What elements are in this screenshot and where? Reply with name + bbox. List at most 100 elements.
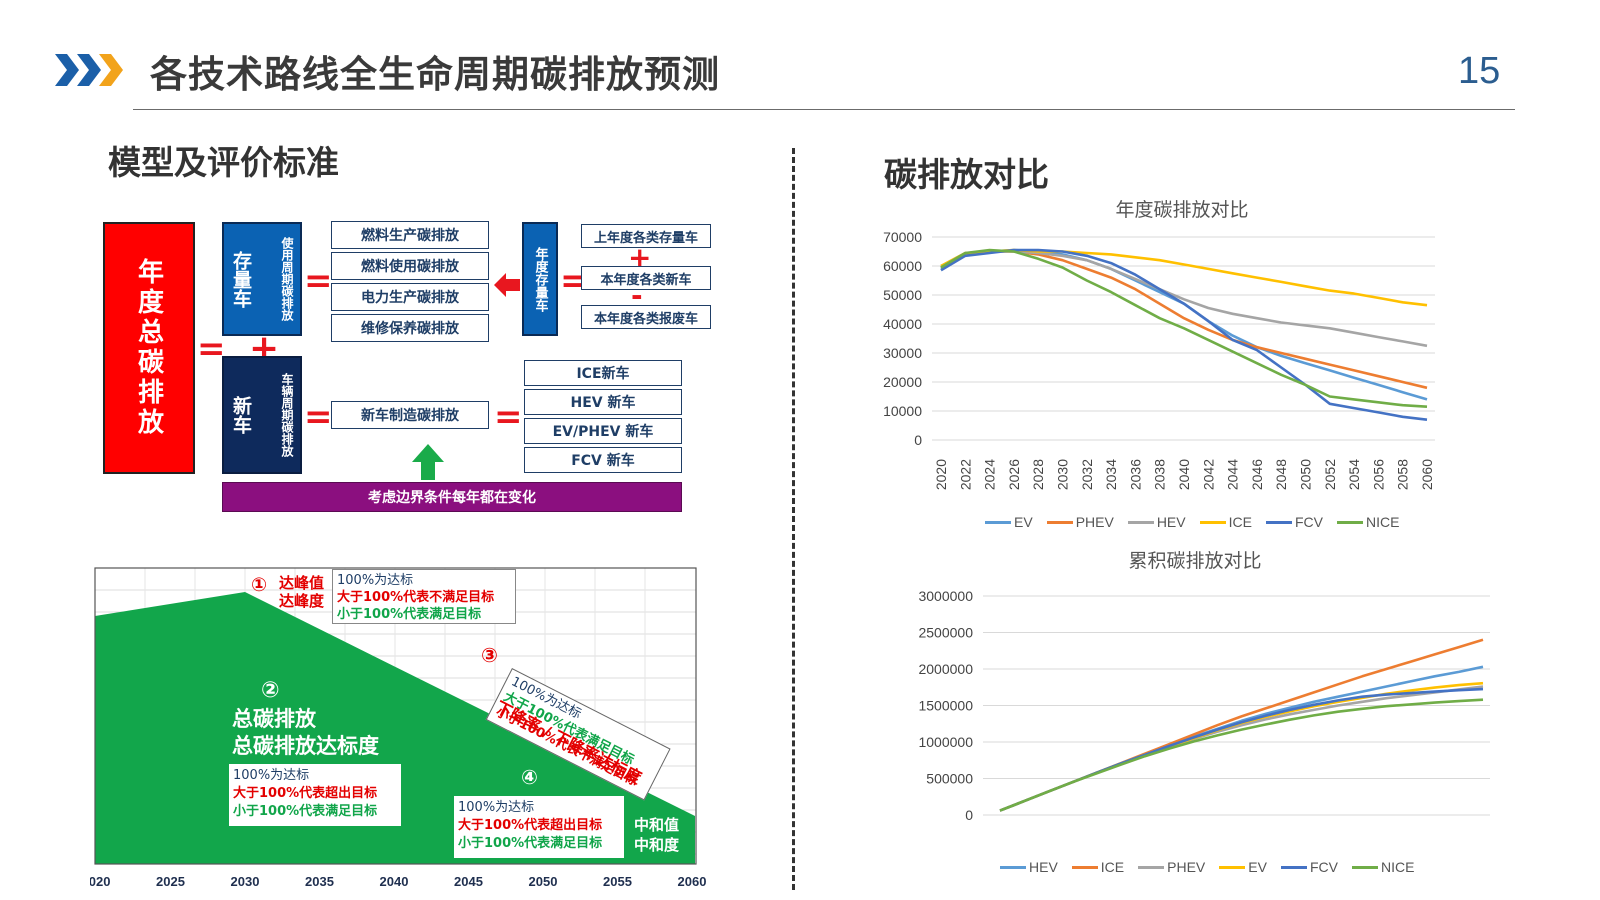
total-emission-title: 总碳排放 (232, 707, 316, 731)
equals-icon-2: = (304, 261, 333, 301)
stock-item-fuel-use: 燃料使用碳排放 (331, 252, 489, 280)
x-tick-label: 2048 (1273, 459, 1289, 490)
total-emission-degree: 总碳排放达标度 (232, 734, 379, 758)
legend-item-ev: EV (1219, 859, 1267, 875)
y-tick-label: 10000 (883, 403, 922, 419)
y-tick-label: 20000 (883, 374, 922, 390)
flow-diagram: 年度总碳排放 = 存量车 使用周期碳排放 + 新车 车辆周期碳排放 = 燃料生产… (0, 0, 800, 520)
y-tick-label: 40000 (883, 316, 922, 332)
section-title-comparison: 碳排放对比 (884, 155, 1049, 194)
legend-item-ev: EV (985, 514, 1033, 530)
stock-calc-prev-year: 上年度各类存量车 (581, 224, 711, 248)
y-tick-label: 50000 (883, 287, 922, 303)
new-type-fcv: FCV 新车 (524, 447, 682, 473)
x-tick-label: 2054 (1346, 459, 1362, 490)
legend-label: EV (1248, 859, 1267, 875)
y-tick-label: 1500000 (918, 698, 973, 714)
legend-item-phev: PHEV (1046, 514, 1114, 530)
chevron-icon-3 (99, 54, 123, 86)
marker-2: ② (261, 678, 280, 703)
x-tick-label: 2034 (1103, 459, 1119, 490)
series-line-nice (999, 698, 1484, 812)
neutral-note-3: 小于100%代表满足目标 (458, 836, 603, 851)
legend-swatch (1138, 865, 1165, 869)
peak-note-box: 100%为达标 大于100%代表不满足目标 小于100%代表满足目标 (332, 569, 516, 624)
chart2-y-ticks: 0 500000 1000000 1500000 2000000 2500000 30000… (918, 588, 973, 823)
x-tick-label: 2026 (1006, 459, 1022, 490)
y-tick-label: 0 (914, 432, 922, 448)
x-tick-label: 2050 (1298, 459, 1314, 490)
legend-swatch (1280, 865, 1307, 869)
annual-total-box: 年度总碳排放 (103, 222, 195, 474)
target-year-label: 2055 (603, 874, 632, 889)
chevron-icon-1 (55, 54, 79, 86)
stock-item-maintenance: 维修保养碳排放 (331, 314, 489, 342)
target-year-label: 2060 (678, 874, 707, 889)
stock-vehicle-label: 存量车 (230, 250, 252, 308)
chart1-x-ticks: 2020 2022 2024 2026 2028 2030 2032 2034 2036 2038… (933, 459, 1435, 490)
legend-item-ice: ICE (1199, 514, 1252, 530)
neutral-degree-label: 中和度 (634, 836, 680, 854)
x-tick-label: 2032 (1079, 459, 1095, 490)
series-line-ice (940, 248, 1428, 307)
chart2-legend: HEV ICE PHEV EV FCV NICE (1000, 859, 1414, 875)
chart1-legend: EV PHEV HEV ICE FCV NICE (985, 514, 1399, 530)
peak-note-1: 100%为达标 (337, 573, 414, 588)
y-tick-label: 1000000 (918, 734, 973, 750)
y-tick-label: 60000 (883, 258, 922, 274)
legend-item-fcv: FCV (1265, 514, 1323, 530)
legend-label: HEV (1029, 859, 1058, 875)
total-note-1: 100%为达标 (233, 768, 310, 783)
equals-icon-5: = (494, 397, 523, 437)
total-note-2: 大于100%代表超出目标 (233, 786, 378, 801)
minus-icon: - (631, 279, 643, 312)
legend-swatch (1127, 520, 1154, 524)
chart2-title: 累积碳排放对比 (1128, 550, 1261, 572)
annual-total-label: 年度总碳排放 (133, 258, 164, 438)
chevron-arrows-icon (55, 54, 123, 86)
legend-item-phev: PHEV (1138, 859, 1205, 875)
x-tick-label: 2056 (1370, 459, 1386, 490)
x-tick-label: 2024 (982, 459, 998, 490)
legend-swatch (1046, 520, 1073, 524)
neutral-note-1: 100%为达标 (458, 800, 535, 815)
y-tick-label: 2500000 (918, 625, 973, 641)
annual-stock-label: 年度存量车 (532, 246, 548, 312)
total-note-3: 小于100%代表满足目标 (233, 804, 378, 819)
legend-item-fcv: FCV (1280, 859, 1338, 875)
stock-item-fuel-production: 燃料生产碳排放 (331, 221, 489, 249)
y-tick-label: 500000 (926, 771, 973, 787)
peak-value-label: 达峰值 (279, 574, 325, 592)
legend-label: FCV (1294, 514, 1323, 530)
new-vehicle-box: 新车 车辆周期碳排放 (222, 356, 302, 474)
total-emission-label: 总碳排放 总碳排放达标度 (232, 706, 379, 760)
x-tick-label: 2058 (1395, 459, 1411, 490)
stock-calc-scrap: 本年度各类报废车 (581, 305, 711, 329)
legend-swatch (1351, 865, 1378, 869)
chart1-y-ticks: 0 10000 20000 30000 40000 50000 60000 70000 (883, 229, 922, 448)
target-frame (94, 567, 697, 865)
chevron-icon-2 (77, 54, 101, 86)
target-year-axis: 2020 2025 2030 2035 2040 2045 2050 2055 2060 (90, 874, 706, 889)
target-year-label: 2040 (380, 874, 409, 889)
x-tick-label: 2052 (1322, 459, 1338, 490)
chart2-gridlines (983, 595, 1490, 816)
legend-swatch (1265, 520, 1292, 524)
neutral-note-box: 100%为达标 大于100%代表超出目标 小于100%代表满足目标 (454, 796, 624, 858)
x-tick-label: 2022 (957, 459, 973, 490)
annual-stock-box: 年度存量车 (522, 222, 558, 336)
section-divider (792, 148, 795, 890)
legend-item-ice: ICE (1071, 859, 1124, 875)
neutral-label: 中和值 中和度 (634, 815, 679, 855)
peak-degree-label: 达峰度 (279, 592, 325, 610)
boundary-bar: 考虑边界条件每年都在变化 (222, 482, 682, 512)
series-line-hev (940, 250, 1428, 348)
legend-swatch (985, 520, 1011, 524)
legend-swatch (1219, 865, 1246, 869)
legend-label: PHEV (1075, 514, 1114, 530)
header-divider (133, 109, 1515, 110)
legend-label: NICE (1365, 514, 1400, 530)
x-tick-label: 2030 (1055, 459, 1071, 490)
legend-swatch (1000, 865, 1026, 869)
marker-1: ① (251, 574, 268, 596)
